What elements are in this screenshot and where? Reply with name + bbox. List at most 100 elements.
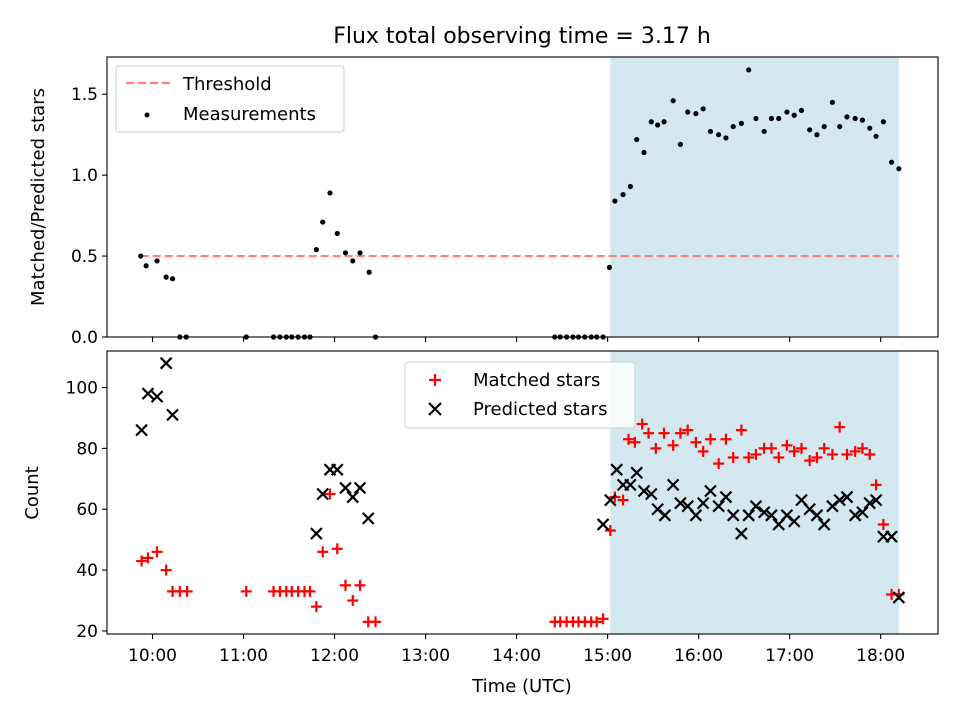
x-axis-label: Time (UTC): [471, 676, 572, 697]
predicted-point: [630, 466, 644, 479]
predicted-point: [645, 487, 658, 501]
matched-point: [658, 427, 670, 439]
measurement-point: [723, 135, 729, 141]
predicted-point: [735, 527, 748, 540]
bottom-legend: Matched stars Predicted stars: [404, 361, 636, 429]
matched-point: [697, 445, 709, 457]
measurement-point: [357, 250, 363, 256]
predicted-point: [719, 490, 733, 504]
predicted-point: [135, 423, 148, 437]
bottom-panel: 10:00 11:00 12:00 13:00 14:00 15:00 16:00 17:00…: [22, 350, 939, 697]
predicted-point: [892, 591, 906, 604]
measurement-point: [313, 247, 319, 253]
matched-point: [864, 448, 876, 460]
matched-point: [617, 494, 629, 506]
measurement-point: [753, 115, 759, 122]
predicted-point: [310, 527, 323, 540]
predicted-point: [787, 515, 801, 528]
measurement-point: [655, 122, 661, 128]
measurement-point: [350, 258, 356, 264]
measurement-point: [814, 132, 820, 138]
predicted-point: [726, 509, 740, 522]
top-y-tick-label: 1.5: [71, 85, 98, 105]
measurement-point: [798, 107, 805, 114]
measurement-point: [844, 114, 850, 120]
measurement-point: [867, 125, 873, 131]
bottom-y-tick-label: 20: [76, 622, 98, 642]
top-y-tick-label: 0.0: [71, 328, 98, 348]
matched-point: [650, 442, 662, 454]
predicted-point: [696, 496, 710, 510]
matched-point: [151, 546, 163, 558]
measurement-point: [873, 133, 879, 139]
measurement-point: [791, 112, 797, 118]
predicted-point: [624, 478, 637, 492]
matched-point: [181, 585, 193, 597]
matched-point: [667, 439, 679, 451]
chart-title: Flux total observing time = 3.17 h: [333, 24, 711, 49]
legend-matched-swatch: [429, 374, 441, 386]
measurement-point: [888, 159, 895, 165]
matched-point: [160, 564, 172, 576]
matched-point: [735, 424, 747, 436]
predicted-point: [856, 506, 869, 519]
top-legend: Threshold Measurements: [115, 65, 345, 133]
measurement-point: [677, 141, 684, 147]
measurement-point: [880, 119, 886, 125]
predicted-point: [159, 356, 173, 370]
matched-point: [347, 595, 359, 607]
matched-point: [765, 442, 777, 454]
matched-point: [623, 433, 635, 445]
predicted-point: [141, 387, 155, 400]
predicted-point: [817, 518, 831, 531]
matched-point: [877, 518, 889, 530]
matched-point: [713, 458, 725, 470]
measurement-point: [716, 132, 722, 138]
predicted-point: [833, 493, 846, 507]
matched-point: [818, 442, 830, 454]
matched-point: [331, 543, 343, 555]
measurement-point: [700, 106, 706, 112]
predicted-point: [757, 506, 771, 519]
measurement-point: [641, 149, 647, 156]
top-y-tick-label: 1.0: [71, 166, 98, 186]
measurement-point: [685, 109, 691, 115]
predicted-point: [610, 463, 623, 476]
matched-point: [773, 452, 785, 464]
matched-point: [720, 433, 732, 445]
x-tick-label: 10:00: [128, 646, 177, 666]
measurement-point: [761, 128, 767, 135]
measurement-point: [670, 98, 676, 104]
measurement-point: [821, 123, 827, 130]
measurement-point: [784, 109, 790, 115]
measurement-point: [730, 123, 736, 130]
matched-point: [856, 442, 868, 454]
legend-predicted-label: Predicted stars: [473, 399, 607, 420]
matched-point: [317, 546, 329, 558]
matched-points: [136, 418, 905, 628]
matched-point: [690, 436, 702, 448]
matched-point: [339, 579, 351, 591]
predicted-points: [135, 356, 906, 604]
matched-point: [781, 439, 793, 451]
matched-point: [597, 613, 609, 625]
measurement-point: [648, 119, 654, 125]
matched-point: [795, 442, 807, 454]
predicted-point: [346, 490, 360, 504]
x-tick-label: 11:00: [219, 646, 268, 666]
predicted-point: [863, 496, 877, 510]
measurement-point: [829, 99, 836, 105]
matched-point: [704, 433, 716, 445]
measurement-point: [154, 258, 160, 264]
measurement-point: [327, 190, 333, 196]
measurement-point: [738, 120, 744, 126]
predicted-point: [604, 493, 617, 507]
matched-point: [136, 555, 148, 567]
measurement-point: [366, 269, 372, 275]
predicted-point: [869, 493, 883, 507]
x-tick-label: 18:00: [856, 646, 905, 666]
x-tick-label: 16:00: [674, 646, 723, 666]
predicted-point: [353, 481, 367, 495]
top-x-ticks: [151, 337, 882, 342]
predicted-point: [150, 390, 164, 403]
